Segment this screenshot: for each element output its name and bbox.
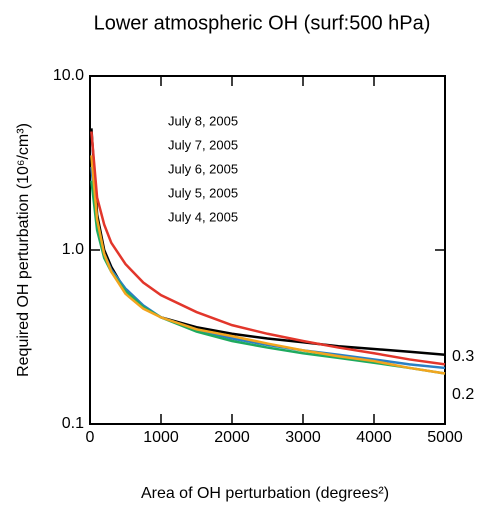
legend-label: July 5, 2005 bbox=[168, 185, 238, 200]
x-tick-label: 4000 bbox=[356, 429, 392, 446]
legend-label: July 6, 2005 bbox=[168, 161, 238, 176]
x-tick-label: 5000 bbox=[427, 429, 463, 446]
series-line bbox=[90, 128, 446, 357]
x-tick-label: 2000 bbox=[214, 429, 250, 446]
y-tick-label: 1.0 bbox=[62, 241, 84, 258]
series-line bbox=[90, 155, 446, 375]
x-tick-label: 3000 bbox=[285, 429, 321, 446]
legend-label: July 7, 2005 bbox=[168, 137, 238, 152]
y-tick-label: 10.0 bbox=[53, 67, 84, 84]
plot-frame bbox=[89, 75, 446, 425]
y-tick-label: 0.1 bbox=[62, 415, 84, 432]
legend-label: July 4, 2005 bbox=[168, 209, 238, 224]
chart-title: Lower atmospheric OH (surf:500 hPa) bbox=[94, 12, 431, 34]
annotation: 0.2 bbox=[452, 386, 474, 403]
annotation: 0.3 bbox=[452, 348, 474, 365]
x-axis-label: Area of OH perturbation (degrees²) bbox=[141, 485, 389, 502]
x-tick-label: 0 bbox=[86, 429, 95, 446]
legend-label: July 8, 2005 bbox=[168, 113, 238, 128]
x-tick-label: 1000 bbox=[143, 429, 179, 446]
y-axis-label: Required OH perturbation (10⁶/cm³) bbox=[15, 123, 32, 377]
series-line bbox=[90, 131, 446, 366]
